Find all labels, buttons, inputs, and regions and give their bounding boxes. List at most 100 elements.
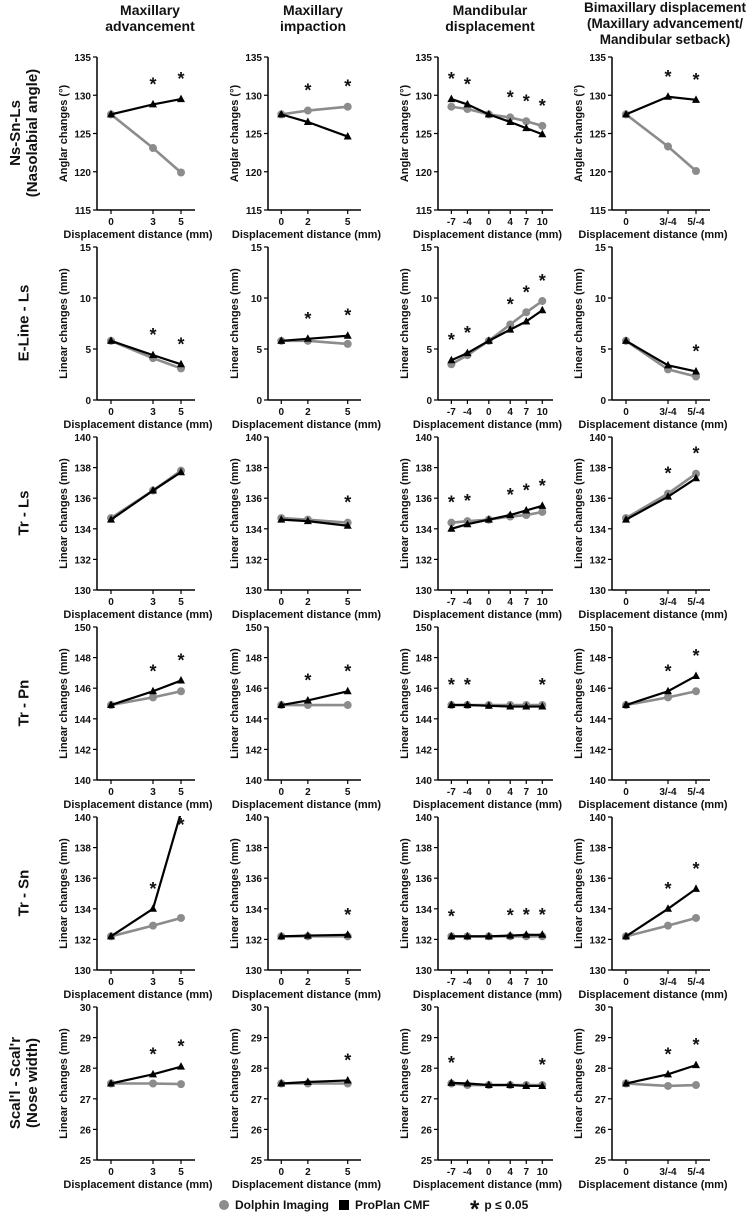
series-dolphin — [622, 913, 700, 941]
x-axis-label: Displacement distance (mm) — [63, 1179, 212, 1191]
x-tick-label: 4 — [507, 217, 513, 228]
x-tick-label: 0 — [108, 217, 114, 228]
dolphin-point — [506, 113, 515, 122]
proplan-point — [538, 1081, 547, 1089]
significance-asterisk: * — [523, 905, 530, 925]
significance-asterisk: * — [344, 306, 351, 326]
y-tick-label: 125 — [245, 130, 262, 141]
dolphin-point — [664, 693, 672, 702]
x-tick-label: 2 — [305, 1167, 311, 1178]
significance-asterisk: * — [177, 651, 184, 671]
y-tick-label: 115 — [590, 206, 607, 217]
dolphin-line — [625, 1082, 697, 1088]
x-tick-label: 5 — [178, 217, 184, 228]
significance-asterisk: * — [507, 906, 514, 926]
series-dolphin — [107, 687, 185, 710]
x-tick-label: 0 — [623, 597, 629, 608]
y-axis-label: Anglar changes (°) — [573, 85, 585, 183]
proplan-point — [622, 336, 630, 344]
series-proplan — [447, 700, 547, 710]
x-tick-label: 10 — [537, 977, 549, 988]
y-axis-label: Linear changes (mm) — [229, 1028, 241, 1139]
x-tick-label: 2 — [305, 977, 311, 988]
proplan-point — [522, 930, 531, 938]
proplan-point — [447, 1078, 456, 1086]
significance-asterisk: * — [149, 661, 156, 681]
y-tick-label: 130 — [245, 586, 262, 597]
proplan-point — [664, 92, 672, 100]
dolphin-point — [177, 913, 185, 922]
proplan-point — [463, 1079, 472, 1087]
proplan-point — [447, 524, 456, 532]
proplan-point — [177, 1062, 185, 1070]
y-tick-label: 130 — [589, 586, 606, 597]
y-tick-label: 150 — [74, 623, 91, 634]
proplan-point — [177, 467, 185, 476]
y-tick-label: 120 — [415, 168, 432, 179]
y-axis-label: Anglar changes (°) — [58, 85, 70, 183]
x-tick-label: 5 — [178, 597, 184, 608]
y-tick-label: 140 — [245, 813, 262, 824]
y-axis-label: Linear changes (mm) — [229, 648, 241, 759]
proplan-point — [484, 931, 493, 940]
y-tick-label: 15 — [80, 243, 92, 254]
y-tick-label: 142 — [589, 745, 606, 756]
significance-asterisk: * — [664, 464, 671, 484]
dolphin-point — [522, 117, 531, 126]
y-tick-label: 138 — [74, 844, 91, 855]
y-tick-label: 146 — [245, 684, 262, 695]
y-tick-label: 140 — [589, 433, 606, 444]
x-tick-label: 5 — [345, 1167, 351, 1178]
x-tick-label: 7 — [523, 217, 529, 228]
series-proplan — [622, 671, 700, 709]
x-tick-label: 3/-4 — [659, 597, 677, 608]
legend-item-significance: * p ≤ 0.05 — [470, 1198, 528, 1219]
x-tick-label: 3 — [150, 217, 156, 228]
y-tick-label: 25 — [595, 1156, 607, 1167]
proplan-point — [522, 1081, 531, 1089]
x-axis-label: Displacement distance (mm) — [578, 799, 727, 811]
series-proplan — [447, 94, 547, 138]
x-tick-label: 3 — [150, 407, 156, 418]
x-tick-label: 5 — [345, 217, 351, 228]
x-axis-label: Displacement distance (mm) — [578, 609, 727, 621]
significance-asterisk: * — [664, 1044, 671, 1064]
proplan-point — [343, 930, 352, 938]
y-tick-label: 26 — [251, 1125, 263, 1136]
y-tick-label: 136 — [415, 874, 432, 885]
y-tick-label: 130 — [415, 91, 432, 102]
y-tick-label: 138 — [589, 464, 606, 475]
y-tick-label: 138 — [415, 464, 432, 475]
dolphin-point — [343, 339, 352, 348]
x-tick-label: 0 — [486, 597, 492, 608]
x-tick-label: -7 — [447, 217, 456, 228]
series-proplan — [622, 92, 700, 118]
significance-asterisk: * — [464, 323, 471, 343]
x-tick-label: -4 — [463, 787, 472, 798]
proplan-point — [692, 884, 700, 892]
proplan-point — [664, 360, 672, 369]
column-header-bimaxillary-displacement: Bimaxillary displacement (Maxillary adva… — [583, 0, 747, 47]
proplan-point — [463, 519, 472, 528]
column-header-mandibular-displacement: Mandibular displacement — [445, 2, 535, 34]
series-proplan — [277, 109, 352, 140]
y-tick-label: 134 — [415, 525, 432, 536]
x-tick-label: 2 — [305, 217, 311, 228]
dolphin-line — [110, 916, 182, 938]
x-tick-label: 3 — [150, 977, 156, 988]
x-tick-label: 0 — [279, 977, 285, 988]
x-axis-label: Displacement distance (mm) — [578, 229, 727, 241]
proplan-line — [625, 674, 697, 707]
x-tick-label: 10 — [537, 407, 549, 418]
proplan-point — [506, 931, 515, 939]
significance-asterisk: * — [177, 334, 184, 354]
y-tick-label: 27 — [595, 1095, 607, 1106]
y-axis-label: Linear changes (mm) — [399, 458, 411, 569]
